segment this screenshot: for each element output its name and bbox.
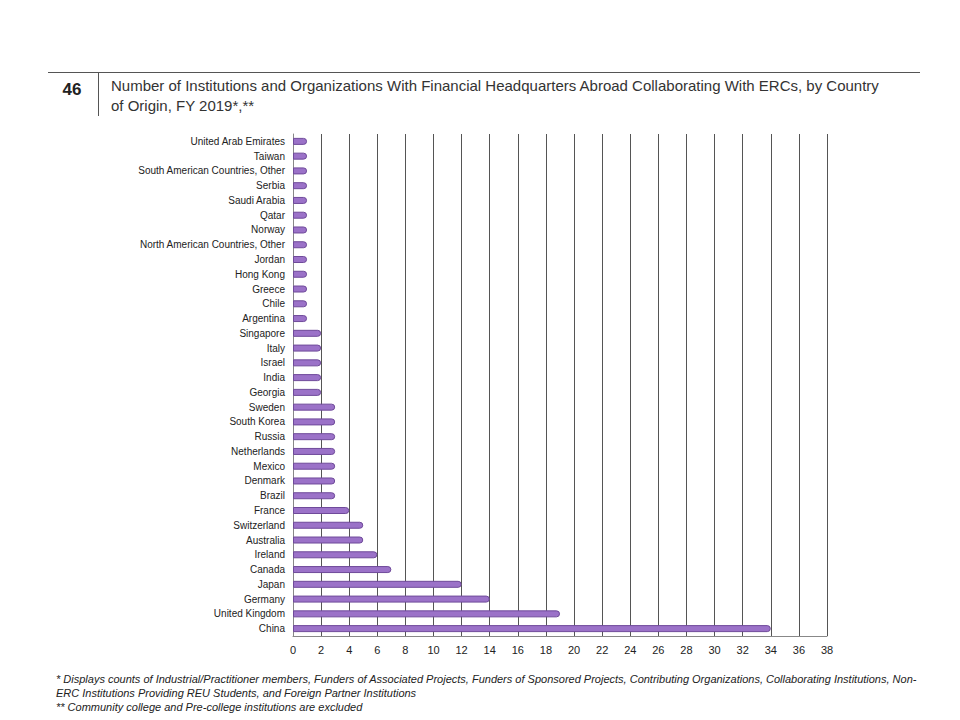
svg-text:Ireland: Ireland [254, 549, 285, 560]
svg-text:Norway: Norway [251, 224, 285, 235]
svg-text:Brazil: Brazil [260, 490, 285, 501]
svg-text:Sweden: Sweden [249, 402, 285, 413]
html-text:46: 46 [62, 80, 82, 99]
svg-text:Russia: Russia [254, 431, 285, 442]
svg-text:32: 32 [737, 644, 749, 656]
svg-text:Greece: Greece [252, 284, 285, 295]
svg-text:Netherlands: Netherlands [231, 446, 285, 457]
svg-text:16: 16 [512, 644, 524, 656]
svg-text:12: 12 [456, 644, 468, 656]
svg-text:South Korea: South Korea [229, 416, 285, 427]
svg-text:Serbia: Serbia [256, 180, 285, 191]
svg-text:8: 8 [402, 644, 408, 656]
svg-text:28: 28 [680, 644, 692, 656]
svg-text:China: China [259, 623, 286, 634]
html-text:* Displays counts of Industria: * Displays counts of Industrial/Practiti… [56, 673, 917, 699]
svg-text:14: 14 [484, 644, 496, 656]
svg-text:20: 20 [568, 644, 580, 656]
svg-text:Jordan: Jordan [254, 254, 285, 265]
svg-text:4: 4 [346, 644, 352, 656]
svg-text:Israel: Israel [261, 357, 285, 368]
svg-text:Hong Kong: Hong Kong [235, 269, 285, 280]
svg-text:India: India [263, 372, 285, 383]
svg-text:Italy: Italy [267, 343, 285, 354]
svg-text:36: 36 [793, 644, 805, 656]
svg-text:Canada: Canada [250, 564, 285, 575]
html-text:** Community college and Pre-c: ** Community college and Pre-college ins… [56, 701, 363, 713]
html-text:Number of Institutions and Org: Number of Institutions and Organizations… [111, 77, 879, 114]
svg-text:Taiwan: Taiwan [254, 151, 285, 162]
svg-text:Saudi Arabia: Saudi Arabia [228, 195, 285, 206]
svg-text:United Kingdom: United Kingdom [214, 608, 285, 619]
svg-text:24: 24 [624, 644, 636, 656]
svg-text:United Arab Emirates: United Arab Emirates [191, 136, 286, 147]
svg-text:10: 10 [427, 644, 439, 656]
svg-text:0: 0 [290, 644, 296, 656]
svg-text:North American Countries, Othe: North American Countries, Other [140, 239, 286, 250]
svg-text:Chile: Chile [262, 298, 285, 309]
svg-text:22: 22 [596, 644, 608, 656]
svg-text:30: 30 [708, 644, 720, 656]
svg-text:6: 6 [374, 644, 380, 656]
svg-text:34: 34 [765, 644, 777, 656]
svg-text:Germany: Germany [244, 594, 285, 605]
svg-text:18: 18 [540, 644, 552, 656]
svg-text:Japan: Japan [258, 579, 285, 590]
svg-text:2: 2 [318, 644, 324, 656]
svg-text:Australia: Australia [246, 535, 285, 546]
svg-text:Mexico: Mexico [253, 461, 285, 472]
svg-text:Georgia: Georgia [249, 387, 285, 398]
svg-text:Switzerland: Switzerland [233, 520, 285, 531]
svg-text:Qatar: Qatar [260, 210, 286, 221]
svg-text:Singapore: Singapore [239, 328, 285, 339]
svg-text:26: 26 [652, 644, 664, 656]
svg-text:38: 38 [821, 644, 833, 656]
svg-text:Denmark: Denmark [244, 475, 286, 486]
svg-text:France: France [254, 505, 286, 516]
svg-text:South American Countries, Othe: South American Countries, Other [138, 165, 285, 176]
svg-text:Argentina: Argentina [242, 313, 285, 324]
